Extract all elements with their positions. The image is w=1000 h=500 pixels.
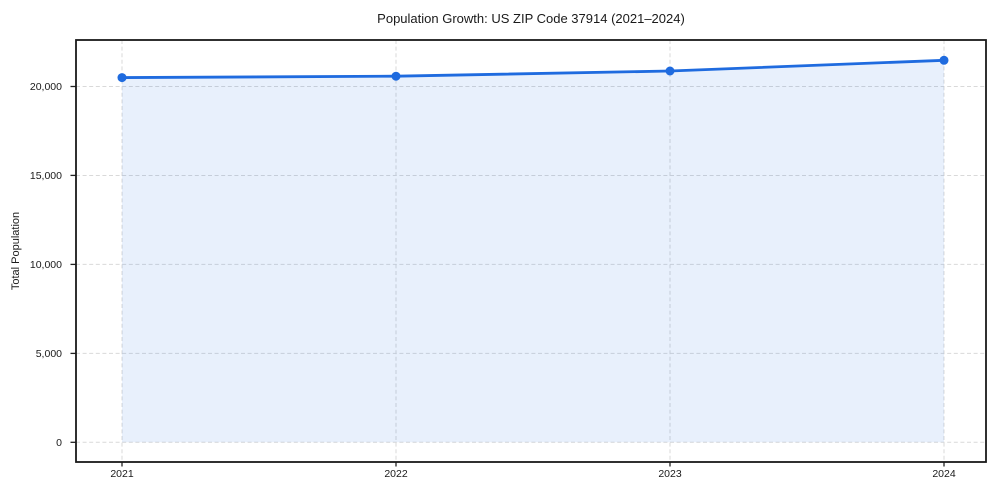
area-fill <box>122 60 944 443</box>
x-tick-label: 2023 <box>658 468 682 480</box>
tick-labels: 0 5,000 10,000 15,000 20,000 2021 2022 2023 2024 <box>30 81 956 480</box>
data-point <box>117 73 127 83</box>
x-tick-label: 2021 <box>110 468 134 480</box>
y-tick-label: 15,000 <box>30 170 62 182</box>
y-tick-label: 20,000 <box>30 81 62 93</box>
x-tick-label: 2022 <box>384 468 408 480</box>
data-point <box>391 71 401 81</box>
plot-border <box>75 39 987 463</box>
series-layer <box>117 55 949 443</box>
gridlines <box>76 40 986 462</box>
y-tick-label: 5,000 <box>36 348 62 360</box>
x-tick-label: 2024 <box>932 468 956 480</box>
y-axis-label: Total Population <box>10 212 22 290</box>
y-tick-label: 10,000 <box>30 259 62 271</box>
data-line <box>120 58 946 79</box>
chart-title: Population Growth: US ZIP Code 37914 (20… <box>377 11 685 26</box>
y-tick-label: 0 <box>56 437 62 449</box>
data-point <box>939 55 949 65</box>
data-point <box>665 66 675 76</box>
